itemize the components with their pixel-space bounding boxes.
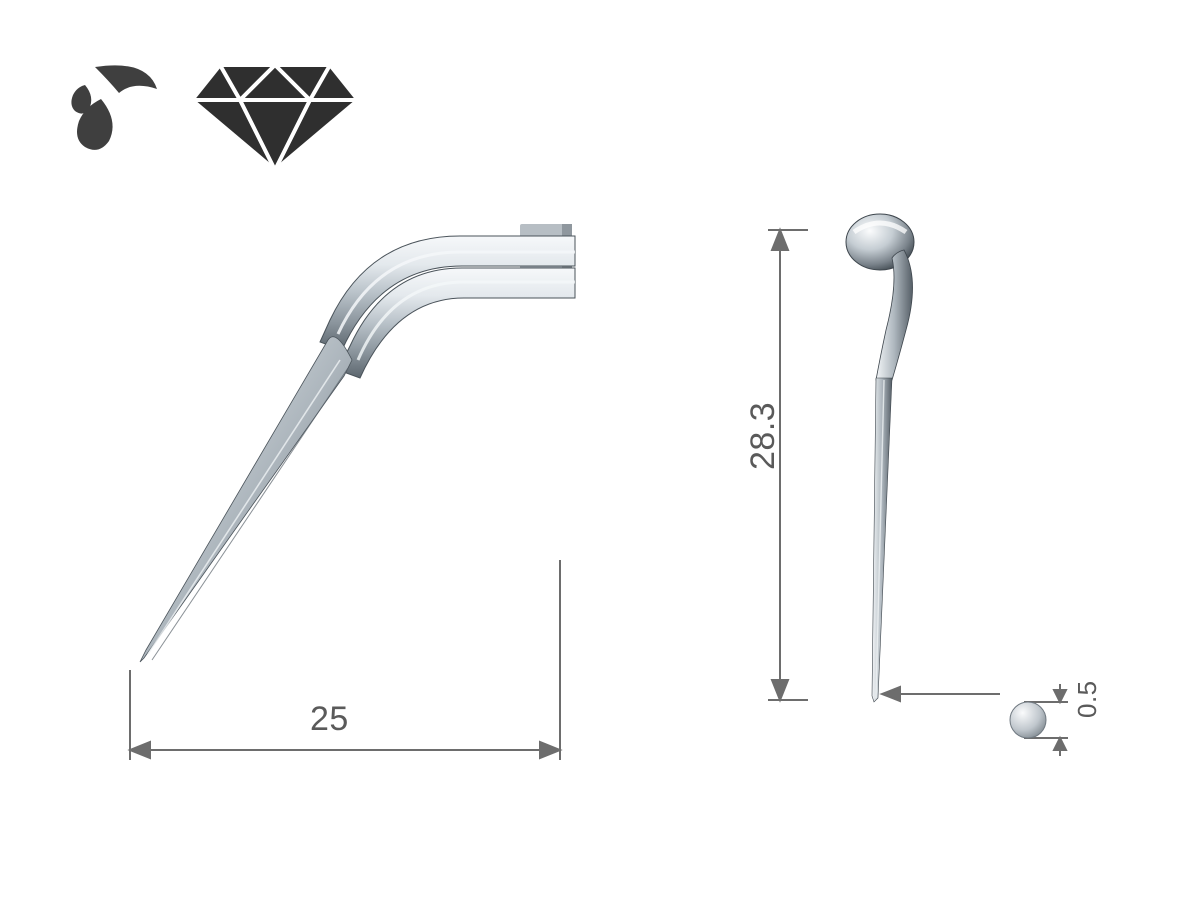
diagram-stage: 25 28.3 0.5	[0, 0, 1200, 900]
dimension-tip	[0, 0, 1200, 900]
dimension-width-label: 25	[310, 700, 349, 739]
tip-cross-section	[1010, 702, 1046, 738]
dimension-tip-label: 0.5	[1072, 680, 1103, 718]
dimension-height-label: 28.3	[744, 402, 783, 470]
